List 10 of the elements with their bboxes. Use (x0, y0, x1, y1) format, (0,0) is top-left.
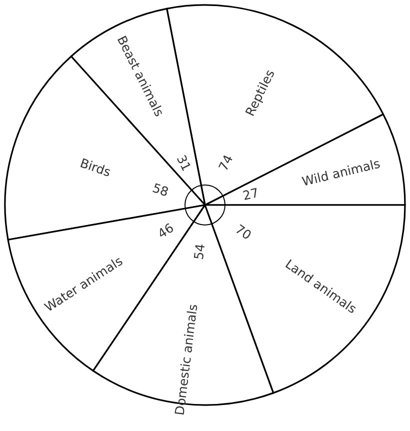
slice-label: Wild animals (300, 156, 382, 189)
data-label: 54 (190, 242, 208, 260)
data-label: 27 (241, 184, 260, 204)
slice-label: Birds (78, 155, 113, 180)
data-label: 58 (150, 180, 171, 200)
slice-label: Domestic animals (172, 303, 200, 416)
data-label: 31 (174, 152, 194, 174)
data-label: 70 (232, 221, 254, 243)
data-label: 74 (215, 152, 236, 174)
data-label: 46 (154, 220, 176, 242)
